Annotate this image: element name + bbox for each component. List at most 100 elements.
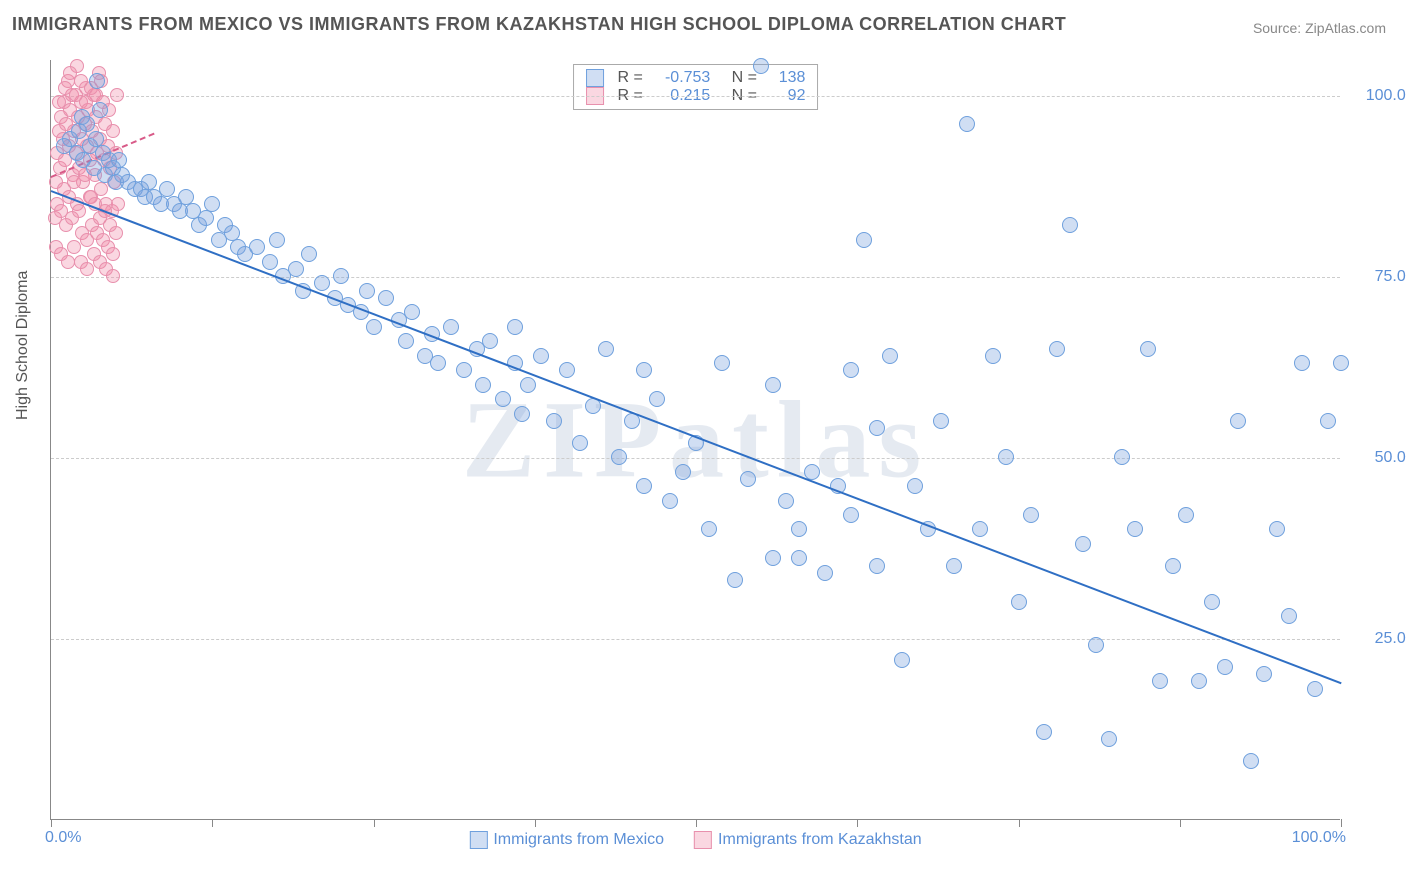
scatter-point-mexico	[546, 413, 562, 429]
scatter-point-mexico	[843, 507, 859, 523]
scatter-point-mexico	[894, 652, 910, 668]
swatch-kazakhstan	[694, 831, 712, 849]
swatch-mexico	[586, 69, 604, 87]
scatter-point-mexico	[92, 102, 108, 118]
scatter-point-mexico	[1101, 731, 1117, 747]
scatter-point-kazakhstan	[109, 226, 123, 240]
scatter-point-mexico	[301, 246, 317, 262]
x-tick	[212, 819, 213, 827]
scatter-point-mexico	[611, 449, 627, 465]
scatter-point-mexico	[791, 521, 807, 537]
x-tick	[535, 819, 536, 827]
scatter-point-mexico	[843, 362, 859, 378]
correlation-chart: IMMIGRANTS FROM MEXICO VS IMMIGRANTS FRO…	[0, 0, 1406, 892]
scatter-point-kazakhstan	[110, 88, 124, 102]
y-tick-label: 25.0%	[1350, 630, 1406, 648]
scatter-point-mexico	[1062, 217, 1078, 233]
scatter-point-mexico	[1256, 666, 1272, 682]
scatter-point-mexico	[89, 73, 105, 89]
scatter-point-mexico	[907, 478, 923, 494]
scatter-point-kazakhstan	[89, 88, 103, 102]
scatter-point-mexico	[765, 550, 781, 566]
stats-n-mexico: 138	[769, 69, 805, 87]
x-tick	[1341, 819, 1342, 827]
scatter-point-mexico	[791, 550, 807, 566]
legend-label-mexico: Immigrants from Mexico	[493, 831, 664, 848]
scatter-point-mexico	[1140, 341, 1156, 357]
scatter-point-mexico	[456, 362, 472, 378]
scatter-point-kazakhstan	[52, 95, 66, 109]
correlation-stats-box: R = -0.753 N = 138 R = 0.215 N = 92	[573, 64, 819, 110]
scatter-point-mexico	[1075, 536, 1091, 552]
scatter-point-mexico	[675, 464, 691, 480]
stats-r-label: R =	[618, 69, 648, 87]
scatter-point-mexico	[727, 572, 743, 588]
scatter-point-mexico	[662, 493, 678, 509]
scatter-point-mexico	[1127, 521, 1143, 537]
x-tick	[374, 819, 375, 827]
scatter-point-mexico	[1243, 753, 1259, 769]
x-tick	[1019, 819, 1020, 827]
scatter-point-mexico	[559, 362, 575, 378]
scatter-point-mexico	[79, 116, 95, 132]
scatter-point-mexico	[778, 493, 794, 509]
scatter-point-mexico	[1281, 608, 1297, 624]
scatter-point-mexico	[1152, 673, 1168, 689]
scatter-point-mexico	[740, 471, 756, 487]
scatter-point-kazakhstan	[111, 197, 125, 211]
scatter-point-mexico	[933, 413, 949, 429]
scatter-point-mexico	[1333, 355, 1349, 371]
scatter-point-kazakhstan	[106, 269, 120, 283]
scatter-point-mexico	[204, 196, 220, 212]
scatter-point-mexico	[495, 391, 511, 407]
scatter-point-kazakhstan	[106, 247, 120, 261]
scatter-point-mexico	[882, 348, 898, 364]
x-tick	[696, 819, 697, 827]
scatter-point-mexico	[1294, 355, 1310, 371]
scatter-point-mexico	[482, 333, 498, 349]
scatter-point-mexico	[533, 348, 549, 364]
scatter-point-mexico	[475, 377, 491, 393]
scatter-point-kazakhstan	[106, 124, 120, 138]
scatter-point-mexico	[598, 341, 614, 357]
legend-item-mexico: Immigrants from Mexico	[469, 831, 664, 849]
chart-title: IMMIGRANTS FROM MEXICO VS IMMIGRANTS FRO…	[12, 14, 1066, 35]
scatter-point-mexico	[765, 377, 781, 393]
scatter-point-mexico	[378, 290, 394, 306]
scatter-point-mexico	[636, 478, 652, 494]
scatter-point-mexico	[111, 152, 127, 168]
scatter-point-mexico	[507, 319, 523, 335]
scatter-point-mexico	[333, 268, 349, 284]
scatter-point-mexico	[1165, 558, 1181, 574]
gridline	[51, 96, 1340, 97]
x-tick-label: 100.0%	[1292, 829, 1346, 847]
scatter-point-mexico	[636, 362, 652, 378]
scatter-point-mexico	[817, 565, 833, 581]
scatter-point-mexico	[753, 58, 769, 74]
x-tick-label: 0.0%	[45, 829, 81, 847]
x-tick	[857, 819, 858, 827]
y-tick-label: 75.0%	[1350, 268, 1406, 286]
scatter-point-mexico	[1217, 659, 1233, 675]
scatter-point-mexico	[398, 333, 414, 349]
scatter-point-mexico	[1011, 594, 1027, 610]
legend: Immigrants from Mexico Immigrants from K…	[469, 831, 921, 849]
source-name: ZipAtlas.com	[1305, 20, 1386, 36]
scatter-point-mexico	[1036, 724, 1052, 740]
stats-row-mexico: R = -0.753 N = 138	[586, 69, 806, 87]
scatter-point-mexico	[572, 435, 588, 451]
scatter-point-mexico	[314, 275, 330, 291]
scatter-point-mexico	[359, 283, 375, 299]
scatter-point-mexico	[701, 521, 717, 537]
plot-area: ZIPatlas R = -0.753 N = 138 R = 0.215 N …	[50, 60, 1340, 820]
y-tick-label: 50.0%	[1350, 449, 1406, 467]
stats-r-mexico: -0.753	[655, 69, 710, 87]
legend-label-kazakhstan: Immigrants from Kazakhstan	[718, 831, 922, 848]
legend-item-kazakhstan: Immigrants from Kazakhstan	[694, 831, 922, 849]
scatter-point-mexico	[946, 558, 962, 574]
scatter-point-mexico	[288, 261, 304, 277]
scatter-point-mexico	[804, 464, 820, 480]
scatter-point-mexico	[404, 304, 420, 320]
scatter-point-mexico	[198, 210, 214, 226]
gridline	[51, 458, 1340, 459]
